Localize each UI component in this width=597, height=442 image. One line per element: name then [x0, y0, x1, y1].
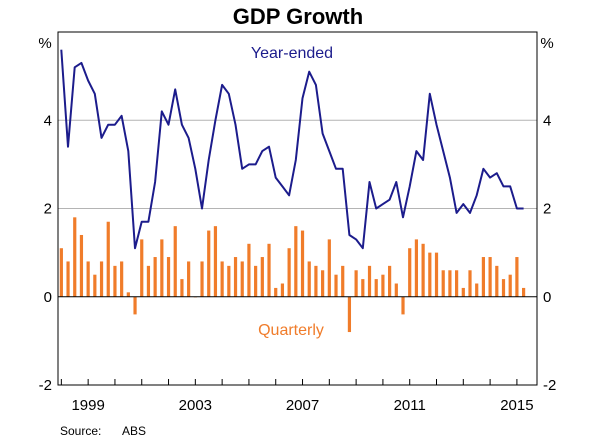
x-tick-1999: 1999 [71, 397, 104, 414]
quarterly-bar [394, 283, 398, 297]
quarterly-bar [99, 261, 104, 297]
quarterly-bar [428, 252, 432, 297]
chart-title: GDP Growth [233, 4, 363, 29]
source-label: Source: [60, 424, 101, 438]
quarterly-bar [120, 261, 124, 297]
source-value: ABS [122, 424, 146, 438]
axes [57, 31, 538, 386]
left-axis-unit: % [38, 35, 51, 52]
quarterly-bar [240, 261, 244, 297]
quarterly-bar [515, 257, 519, 297]
quarterly-bar [495, 265, 499, 297]
quarterly-bar [73, 217, 77, 297]
y-tick-right-4: 4 [543, 112, 551, 129]
x-tick-labels: 1999 2003 2007 2011 2015 [71, 397, 533, 414]
y-tick-left-2: 2 [44, 201, 52, 218]
quarterly-bar [173, 226, 177, 297]
quarterly-bar [408, 248, 412, 297]
quarterly-bar [93, 274, 97, 297]
x-tick-2007: 2007 [286, 397, 319, 414]
quarterly-bar [307, 261, 311, 297]
quarterly-bar [267, 243, 271, 297]
gridlines [58, 119, 537, 209]
x-tick-2003: 2003 [179, 397, 212, 414]
quarterly-bar [367, 265, 372, 297]
quarterly-bar [86, 261, 90, 297]
quarterly-bar [334, 274, 338, 297]
quarterly-bar [468, 270, 472, 297]
quarterly-bar [59, 248, 63, 297]
quarterly-bar [488, 257, 492, 297]
quarterly-bar [153, 257, 157, 297]
y-tick-right--2: -2 [543, 377, 556, 394]
quarterly-bar [434, 252, 439, 297]
plot-frame [57, 31, 538, 386]
y-tick-right-0: 0 [543, 289, 551, 306]
quarterly-bar [321, 270, 325, 297]
quarterly-bar [461, 287, 465, 297]
quarterly-bar [475, 283, 479, 297]
quarterly-bar [160, 239, 164, 297]
quarterly-bar [448, 270, 452, 297]
quarterly-bar [207, 230, 211, 297]
y-tick-labels: -2 -2 0 0 2 2 4 4 [39, 112, 557, 394]
quarterly-bar [166, 257, 171, 297]
quarterly-bar [213, 226, 218, 297]
quarterly-bar [287, 248, 291, 297]
quarterly-bar [187, 261, 191, 297]
quarterly-bar [300, 230, 305, 297]
quarterly-bars [59, 217, 526, 333]
y-tick-left-0: 0 [44, 289, 52, 306]
quarterly-series-label: Quarterly [258, 322, 324, 339]
x-tick-2011: 2011 [394, 397, 426, 414]
quarterly-bar [106, 221, 110, 297]
quarterly-bar [327, 239, 331, 297]
quarterly-bar [508, 274, 512, 297]
quarterly-bar [341, 265, 345, 297]
quarterly-bar [274, 287, 278, 297]
year-ended-line-group [60, 49, 524, 250]
quarterly-bar [280, 283, 285, 297]
quarterly-bar [220, 261, 224, 297]
quarterly-bar [381, 274, 385, 297]
quarterly-bar [441, 270, 445, 297]
quarterly-bar [79, 234, 84, 297]
quarterly-bar [66, 261, 70, 297]
quarterly-bar [247, 243, 251, 297]
quarterly-bar [501, 279, 506, 297]
quarterly-bar [254, 265, 258, 297]
quarterly-bar [414, 239, 419, 297]
quarterly-bar [233, 257, 238, 297]
quarterly-bar [455, 270, 459, 297]
y-tick-left--2: -2 [39, 377, 52, 394]
x-tick-2015: 2015 [500, 397, 533, 414]
quarterly-bar [294, 226, 298, 297]
quarterly-bar [227, 265, 231, 297]
quarterly-bar [354, 270, 358, 297]
quarterly-bar [522, 287, 526, 297]
quarterly-bar [421, 243, 425, 297]
quarterly-bar [481, 257, 486, 297]
quarterly-bar [133, 296, 137, 315]
quarterly-bar [361, 279, 365, 297]
quarterly-bar [260, 257, 264, 297]
quarterly-bar [388, 265, 392, 297]
quarterly-bar [200, 261, 204, 297]
year-ended-line [60, 49, 524, 250]
quarterly-bar [314, 265, 318, 297]
quarterly-bar [113, 265, 117, 297]
right-axis-unit: % [540, 35, 553, 52]
year-ended-series-label: Year-ended [251, 45, 333, 62]
quarterly-bar [401, 296, 405, 315]
y-tick-left-4: 4 [44, 112, 52, 129]
quarterly-bar [374, 279, 378, 297]
quarterly-bar [146, 265, 151, 297]
y-tick-right-2: 2 [543, 201, 551, 218]
quarterly-bar [180, 279, 184, 297]
quarterly-bar [126, 292, 130, 297]
quarterly-bar [347, 296, 352, 333]
quarterly-bar [140, 239, 144, 297]
